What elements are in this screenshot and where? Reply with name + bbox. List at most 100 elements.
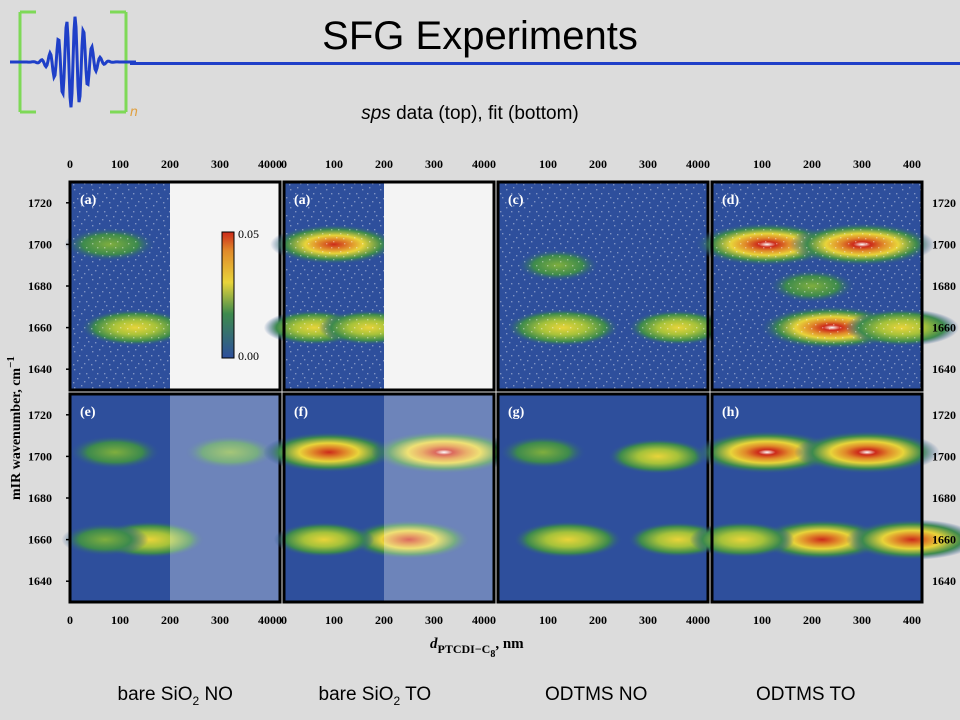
colorbar: [221, 231, 235, 359]
sample-label-tail: NO: [199, 684, 233, 705]
sample-label-main: bare SiO: [117, 684, 193, 705]
x-tick-label-top: 300: [211, 157, 229, 171]
x-tick-label-top: 100: [753, 157, 771, 171]
y-tick-label-left: 1640: [28, 574, 52, 588]
y-tick-label-left: 1640: [28, 362, 52, 376]
x-tick-label-top: 200: [161, 157, 179, 171]
panel-label: (g): [508, 405, 525, 420]
x-tick-label-top: 100: [325, 157, 343, 171]
peak-blob: [499, 435, 587, 469]
x-tick-label-bottom: 100: [539, 613, 557, 627]
x-tick-label-top: 0: [67, 157, 73, 171]
y-tick-label-right: 1640: [932, 574, 956, 588]
x-tick-label-top: 200: [589, 157, 607, 171]
panel-frame: [282, 180, 496, 392]
peak-blob: [263, 431, 395, 473]
panel-label: (h): [722, 405, 739, 420]
colorbar-min-label: 0.00: [238, 349, 259, 363]
panel-label: (a): [80, 193, 97, 208]
y-tick-label-right: 1640: [932, 362, 956, 376]
x-tick-label-bottom: 4000: [472, 613, 496, 627]
x-tick-label-top: 100: [111, 157, 129, 171]
sample-label-main: ODTMS NO: [545, 684, 648, 705]
y-tick-label-left: 1720: [28, 196, 52, 210]
y-tick-label-left: 1720: [28, 408, 52, 422]
y-tick-label-left: 1680: [28, 279, 52, 293]
x-tick-label-bottom: 300: [425, 613, 443, 627]
x-tick-label-top: 300: [639, 157, 657, 171]
panel-background: [284, 394, 494, 602]
sample-label-sub: 2: [393, 693, 401, 708]
title-rule: [130, 62, 960, 65]
sample-label-tail: TO: [400, 684, 432, 705]
no-data-region: [170, 394, 280, 602]
x-tick-label-bottom: 0: [281, 613, 287, 627]
panel-frame: [496, 392, 710, 604]
noise-overlay: [712, 182, 922, 390]
sample-label: ODTMS NO: [545, 684, 647, 706]
x-tick-label-bottom: 200: [375, 613, 393, 627]
x-tick-label-top: 400: [903, 157, 921, 171]
y-tick-label-left: 1660: [28, 533, 52, 547]
y-tick-label-right: 1720: [932, 408, 956, 422]
x-tick-label-top: 200: [375, 157, 393, 171]
x-tick-label-bottom: 200: [161, 613, 179, 627]
panel-background: [712, 394, 922, 602]
x-tick-label-bottom: 100: [325, 613, 343, 627]
peak-blob: [69, 435, 161, 470]
y-tick-label-right: 1700: [932, 449, 956, 463]
x-tick-label-bottom: 100: [111, 613, 129, 627]
y-tick-label-left: 1700: [28, 237, 52, 251]
sample-label-main: ODTMS TO: [756, 684, 856, 705]
colorbar-max-label: 0.05: [238, 227, 259, 241]
y-tick-label-left: 1700: [28, 449, 52, 463]
sample-label-sub: 2: [192, 693, 200, 708]
x-tick-label-bottom: 300: [211, 613, 229, 627]
peak-blob: [694, 430, 840, 474]
wave-packet-icon: n: [10, 10, 138, 119]
panel-label: (a): [294, 193, 311, 208]
y-axis-label-exp: −1: [5, 356, 17, 368]
sample-label: bare SiO2 TO: [319, 684, 432, 708]
wave-packet-logo: n: [8, 4, 138, 124]
x-tick-label-top: 300: [425, 157, 443, 171]
x-axis-label-d: d: [430, 636, 438, 652]
y-tick-label-left: 1680: [28, 491, 52, 505]
x-tick-label-top: 4000: [686, 157, 710, 171]
panel-frame: [282, 392, 496, 604]
peak-blob: [846, 519, 960, 560]
x-tick-label-top: 0: [281, 157, 287, 171]
panel-frame: [496, 180, 710, 392]
noise-overlay: [498, 182, 708, 390]
y-tick-label-right: 1720: [932, 196, 956, 210]
x-tick-label-bottom: 200: [589, 613, 607, 627]
sample-label: bare SiO2 NO: [118, 684, 233, 708]
peak-blob: [273, 522, 375, 558]
slide-title: SFG Experiments: [322, 14, 638, 58]
peak-blob: [513, 521, 623, 558]
peak-blob: [184, 435, 276, 470]
panel-background: [70, 394, 280, 602]
no-data-region: [384, 394, 494, 602]
y-tick-label-right: 1680: [932, 279, 956, 293]
y-axis-label-text: mIR wavenumber, cm: [9, 368, 24, 500]
sample-label-main: bare SiO: [318, 684, 394, 705]
panel-background: [498, 394, 708, 602]
x-tick-label-bottom: 200: [803, 613, 821, 627]
x-tick-label-bottom: 4000: [686, 613, 710, 627]
sample-labels: bare SiO2 NO bare SiO2 TO ODTMS NO ODTMS TO: [0, 684, 960, 714]
peak-blob: [371, 430, 517, 474]
spectra-figure: (a) (a) (c) (d) (e) (f) (g) (h) 1720 1720 1700 1700…: [5, 157, 960, 660]
panel-label: (d): [722, 193, 739, 208]
x-tick-label-bottom: 300: [853, 613, 871, 627]
x-axis-label-sub: PTCDI−C: [438, 642, 491, 656]
y-tick-label-right: 1660: [932, 533, 956, 547]
x-tick-label-bottom: 4000: [258, 613, 282, 627]
peak-blob: [794, 430, 940, 474]
panel-frame: [710, 180, 924, 392]
y-tick-label-right: 1660: [932, 321, 956, 335]
peak-blob: [61, 523, 149, 556]
peak-blob: [607, 438, 709, 474]
panel-label: (f): [294, 405, 308, 420]
x-axis-label-subsub: 8: [490, 649, 495, 660]
